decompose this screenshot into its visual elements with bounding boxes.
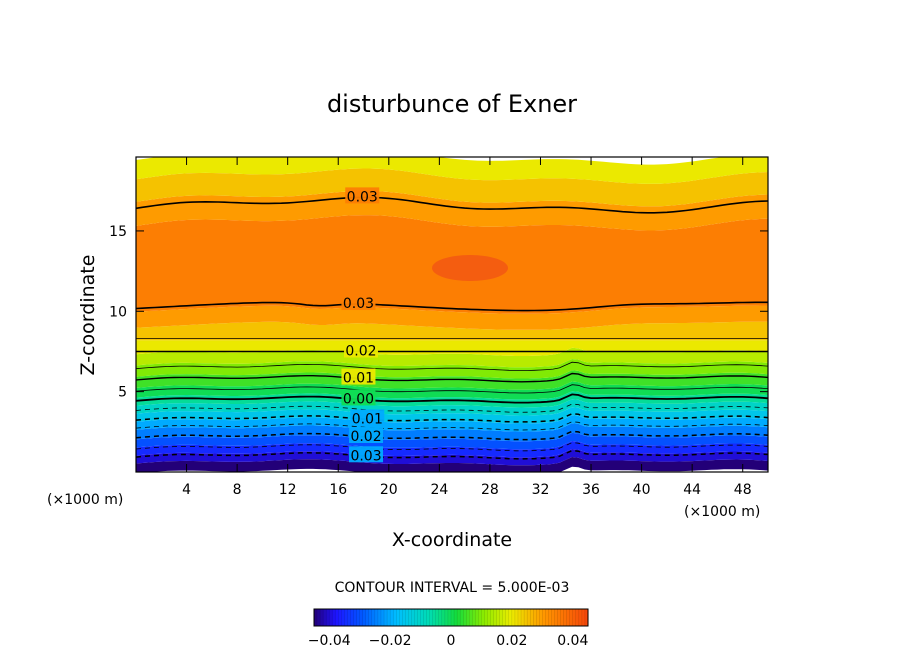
colorbar-tick-label: −0.04 [308,633,351,649]
chart-title: disturbunce of Exner [327,90,577,118]
x-axis-tick-label: 12 [279,482,297,498]
filled-contour-band [136,432,768,450]
colorbar-tick-label: 0.04 [557,633,588,649]
contour-label: 0.01 [343,371,374,387]
contour-line [136,393,768,404]
x-axis-tick-label: 28 [481,482,499,498]
contour-label-background [341,389,376,406]
plot-frame [135,156,769,473]
contour-label-layer: 0.03 0.03 0.02 0.01 0.00 0.01 0.02 0.03 [341,187,385,464]
y-axis-ticks: 5 10 15 [109,224,768,401]
filled-contour-band [136,340,768,356]
filled-contour-band [136,359,768,379]
x-axis-label: X-coordinate [392,529,512,551]
filled-contour-band [136,305,768,330]
filled-contour-band [136,399,768,416]
contour-line [136,449,768,460]
colorbar [313,608,589,627]
contour-line [136,372,768,383]
filled-contour-band [136,457,768,472]
contour-label: 0.02 [345,343,376,359]
contour-line [136,430,768,441]
contour-label: 0.02 [350,429,381,445]
x-axis-tick-label: 32 [532,482,550,498]
contour-interval-note: CONTOUR INTERVAL = 5.000E-03 [335,580,570,596]
contour-label-background [350,409,385,426]
contour-label-background [341,294,376,311]
x-axis-tick-label: 16 [329,482,347,498]
y-axis-unit: (×1000 m) [47,492,123,508]
colorbar-tick-labels: −0.04 −0.02 0 0.02 0.04 [308,633,589,649]
x-axis-ticks: 4 8 12 16 20 24 28 32 36 40 44 48 [182,157,752,498]
x-axis-tick-label: 4 [182,482,191,498]
x-axis-tick-label: 44 [683,482,701,498]
colorbar-frame [313,608,589,627]
x-axis-tick-label: 24 [430,482,448,498]
contour-line [136,421,768,431]
contour-label-background [341,368,376,385]
contour-label: 0.03 [350,448,381,464]
contour-label-background [345,187,380,204]
contour-label: 0.03 [347,189,378,205]
x-axis-tick-label: 40 [633,482,651,498]
contour-lines [136,196,768,460]
contour-line [136,412,768,423]
x-axis-tick-label: 48 [734,482,752,498]
contour-label: 0.00 [343,391,374,407]
filled-contour-band [136,191,768,231]
y-axis-tick-label: 5 [118,385,127,401]
y-axis-tick-label: 10 [109,304,127,320]
contour-label-background [349,427,384,444]
filled-contour-band [136,407,768,424]
colorbar-tick-label: 0.02 [496,633,527,649]
filled-contour-band [136,321,768,341]
contour-line [136,361,768,371]
contour-line [136,403,768,413]
contour-label: 0.01 [352,411,383,427]
contour-label-background [343,341,378,358]
y-axis-label: Z-coordinate [77,255,99,376]
contour-line [136,384,768,394]
y-axis-tick-label: 15 [109,224,127,240]
filled-contour-band [136,441,768,458]
filled-contour-band [136,168,768,207]
colorbar-tick-label: −0.02 [369,633,412,649]
x-axis-tick-label: 8 [233,482,242,498]
colorbar-tick-label: 0 [447,633,456,649]
plot-area [136,157,768,472]
central-maximum-region [432,255,508,281]
filled-contour-band [136,415,768,432]
filled-contour-band [136,391,768,408]
contour-line [136,301,768,312]
x-axis-tick-label: 20 [380,482,398,498]
x-axis-tick-label: 36 [582,482,600,498]
contour-line [136,196,768,214]
contour-label: 0.03 [343,296,374,312]
filled-contour-band [136,347,768,368]
x-axis-unit: (×1000 m) [684,504,760,520]
contour-line [136,442,768,452]
contour-label-background [349,446,384,463]
filled-contour-band [136,157,768,184]
filled-contour-band [136,423,768,442]
